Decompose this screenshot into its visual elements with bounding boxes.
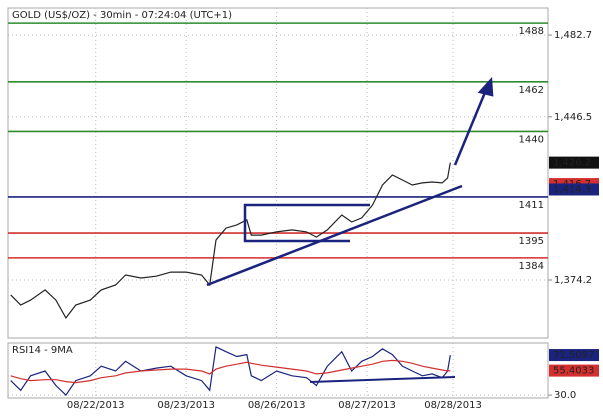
level-label: 1411 xyxy=(519,200,544,211)
price-tag xyxy=(549,183,599,196)
y-tick-label: 1,374.2 xyxy=(554,275,592,286)
price-line xyxy=(10,359,451,384)
main-panel xyxy=(7,7,549,339)
x-tick-label: 08/28/2013 xyxy=(424,400,482,411)
price-tag xyxy=(549,156,599,169)
x-tick-label: 08/26/2013 xyxy=(248,400,306,411)
price-tag-label: 1,426.2 xyxy=(553,158,591,169)
level-label: 1488 xyxy=(519,26,544,37)
arrow-head xyxy=(477,77,494,97)
price-tag-label: 71.5097 xyxy=(553,350,594,361)
price-line xyxy=(10,162,451,319)
level-label: 1462 xyxy=(519,85,544,96)
x-tick-label: 08/27/2013 xyxy=(338,400,396,411)
rsi-title: RSI14 - 9MA xyxy=(12,345,73,356)
trendline xyxy=(206,184,463,287)
x-tick-label: 08/23/2013 xyxy=(157,400,215,411)
x-tick-label: 08/22/2013 xyxy=(67,400,125,411)
y-tick-label: 1,482.7 xyxy=(554,30,592,41)
arrow-shaft xyxy=(453,89,488,166)
rsi-trendline xyxy=(309,376,456,383)
chart-title: GOLD (US$/OZ) - 30min - 07:24:04 (UTC+1) xyxy=(12,10,232,21)
price-tag-label: 1,414.3 xyxy=(553,184,591,195)
y-tick-label: 1,446.5 xyxy=(554,112,592,123)
trendlines xyxy=(206,77,494,383)
rsi-panel xyxy=(7,342,549,399)
price-tag xyxy=(549,364,599,377)
level-label: 1440 xyxy=(519,134,544,145)
level-label: 1384 xyxy=(519,261,544,272)
price-tag-label: 55.4033 xyxy=(553,366,594,377)
price-line xyxy=(10,346,451,397)
price-tag xyxy=(549,349,599,362)
level-label: 1395 xyxy=(519,236,544,247)
channel xyxy=(243,203,370,243)
y-tick-label: 30.0 xyxy=(554,390,576,401)
